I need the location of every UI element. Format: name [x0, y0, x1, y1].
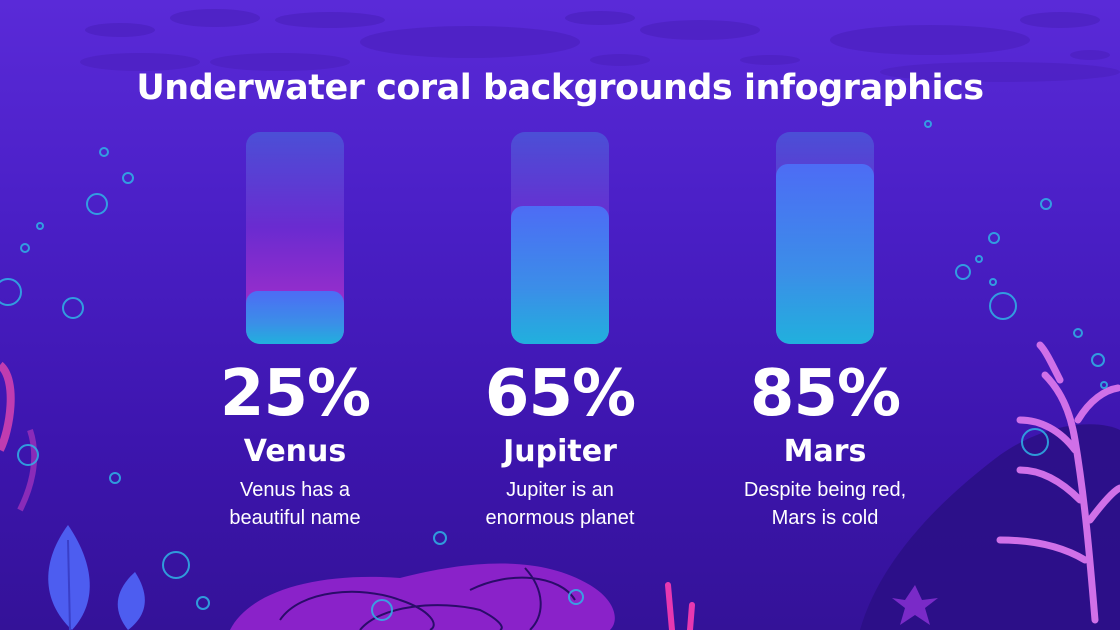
- progress-bar-fill: [511, 206, 609, 344]
- planet-name: Mars: [783, 434, 867, 469]
- percent-value: 85%: [749, 357, 901, 431]
- percent-value: 25%: [219, 357, 371, 431]
- bubbles: [0, 120, 1108, 621]
- left-seaweed: [0, 361, 145, 630]
- bottom-rock: [230, 563, 615, 630]
- progress-bar-track: [776, 132, 874, 344]
- percent-value: 65%: [484, 357, 636, 431]
- cave-ceiling: [80, 9, 1120, 82]
- progress-bar-track: [246, 132, 344, 344]
- stat-column-venus: 25% Venus Venus has a beautiful name: [145, 132, 445, 532]
- right-coral: [860, 341, 1120, 630]
- progress-bar-fill: [246, 291, 344, 344]
- planet-description: Despite being red, Mars is cold: [743, 479, 907, 529]
- planet-name: Jupiter: [503, 434, 617, 469]
- progress-bar-fill: [776, 163, 874, 344]
- planet-name: Venus: [243, 434, 347, 469]
- planet-description: Jupiter is an enormous planet: [485, 479, 635, 529]
- pink-coral-small: [665, 582, 695, 630]
- planet-description: Venus has a beautiful name: [229, 479, 361, 529]
- stat-column-mars: 85% Mars Despite being red, Mars is cold: [675, 132, 975, 532]
- slide-title: Underwater coral backgrounds infographic…: [136, 68, 984, 108]
- stat-column-jupiter: 65% Jupiter Jupiter is an enormous plane…: [410, 132, 710, 532]
- progress-bar-track: [511, 132, 609, 344]
